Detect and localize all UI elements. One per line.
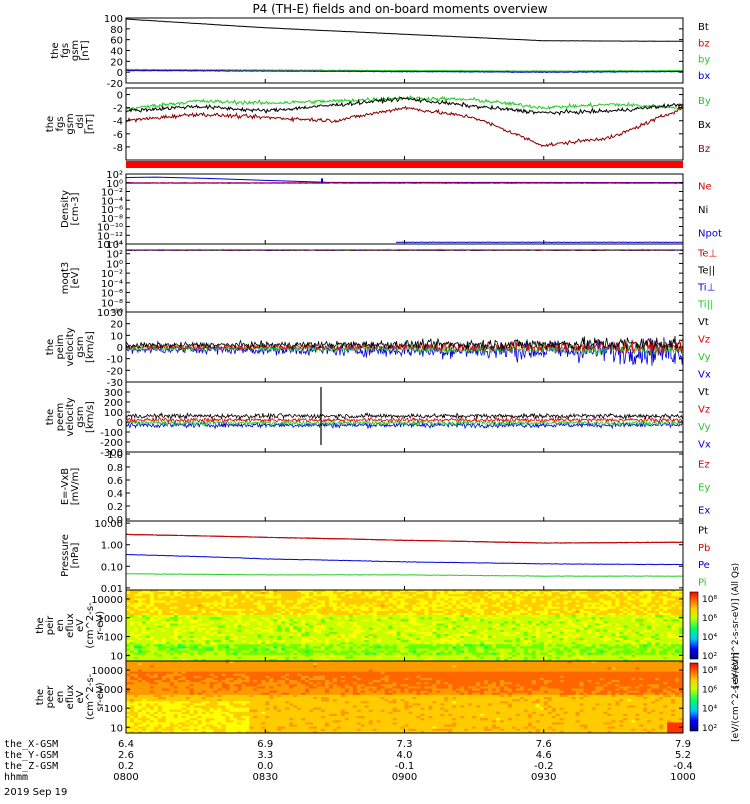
legend-te-label: Te⊥ <box>697 249 717 260</box>
ytick-label: -4 <box>113 117 123 128</box>
ytick-label: 20 <box>110 320 123 331</box>
panel-2-series-line <box>126 183 683 184</box>
legend-ey-label: Ey <box>698 483 710 494</box>
legend-vy-label: Vy <box>698 422 711 433</box>
legend-pt-label: Pt <box>698 526 708 537</box>
ytick-label: 0.8 <box>107 463 123 474</box>
ytick-label: -20 <box>107 79 123 90</box>
ytick-label: 1.00 <box>101 541 123 552</box>
legend-bz-label: Bz <box>698 144 710 155</box>
ytick-label: 0 <box>117 343 123 354</box>
legend-bx-label: bx <box>698 71 710 82</box>
ylabel-line: [mV/m] <box>70 468 81 506</box>
panel-7-series-line <box>126 534 683 543</box>
panel-0-series-line <box>126 19 683 41</box>
panel-6-frame <box>126 452 683 521</box>
panel-7-series-line <box>126 555 683 565</box>
ytick-label: -20 <box>107 366 123 377</box>
ylabel-line: [km/s] <box>85 331 96 363</box>
panel-5-series-line <box>126 413 683 419</box>
ytick-label: 100 <box>104 14 123 25</box>
ytick-label: 80 <box>110 25 123 36</box>
flag-strip <box>126 161 683 168</box>
ylabel-line: [nT] <box>80 40 91 60</box>
ylabel-line: [eV] <box>70 268 81 289</box>
ytick-label: 40 <box>110 47 123 58</box>
legend-pb-label: Pb <box>698 543 710 554</box>
ytick-label: 0.10 <box>101 562 123 573</box>
legend-bx-label: Bx <box>698 120 711 131</box>
panel-2-series-line <box>396 242 683 243</box>
figure-title: P4 (TH-E) fields and on-board moments ov… <box>252 2 547 16</box>
legend-pe-label: Pe <box>698 560 710 571</box>
panel-1-series-line <box>126 98 683 115</box>
legend-ti-label: Ti⊥ <box>697 283 715 294</box>
ytick-label: 10.00 <box>94 519 123 530</box>
legend-by-label: by <box>698 55 710 66</box>
panel-3-ylabel: moqt3[eV] <box>60 262 81 295</box>
legend-vx-label: Vx <box>698 369 711 380</box>
legend-npot-label: Npot <box>698 228 722 239</box>
legend-pi-label: Pi <box>698 577 707 588</box>
ylabel-line: [nPa] <box>70 542 81 568</box>
ylabel-line: [cm-3] <box>70 192 81 225</box>
ylabel-line: [nT] <box>85 114 96 134</box>
ytick-label: 1.0 <box>107 450 123 461</box>
ytick-label: 0 <box>117 91 123 102</box>
legend-ne-label: Ne <box>698 182 712 193</box>
panel-2-series-line <box>126 177 683 182</box>
legend-ex-label: Ex <box>698 506 710 517</box>
legend-bt-label: Bt <box>698 22 709 33</box>
panel-7-ylabel: Pressure[nPa] <box>60 534 81 577</box>
ytick-label: -8 <box>113 143 123 154</box>
ytick-label: 0 <box>117 68 123 79</box>
panel-7-frame <box>126 521 683 590</box>
legend-vy-label: Vy <box>698 352 711 363</box>
ytick-label: -2 <box>113 104 123 115</box>
panel-3-series-line <box>126 249 683 250</box>
panel-2-ylabel: Density[cm-3] <box>60 190 81 228</box>
ytick-label: 0.2 <box>107 502 123 513</box>
legend-bz-label: bz <box>698 38 710 49</box>
legend-vt-label: Vt <box>698 387 709 398</box>
panel-7-series-line <box>126 574 683 577</box>
legend-te-label: Te|| <box>697 266 715 277</box>
panel-0-frame <box>126 18 683 83</box>
ytick-label: 30 <box>110 308 123 319</box>
panel-6-ylabel: E=-VxB[mV/m] <box>60 468 81 506</box>
legend-ti-label: Ti|| <box>697 300 713 311</box>
ytick-label: 0.01 <box>101 584 123 595</box>
panel-3-frame <box>126 244 683 312</box>
ytick-label: -6 <box>113 130 123 141</box>
panel-1-series-line <box>126 107 683 147</box>
legend-ez-label: Ez <box>698 460 710 471</box>
ylabel-line: [km/s] <box>85 401 96 433</box>
ytick-label: 0.4 <box>107 489 123 500</box>
ytick-label: 20 <box>110 57 123 68</box>
legend-vt-label: Vt <box>698 317 709 328</box>
legend-vz-label: Vz <box>698 404 710 415</box>
ytick-label: 60 <box>110 36 123 47</box>
panel-2-frame <box>126 174 683 244</box>
ytick-label: 0.6 <box>107 476 123 487</box>
legend-vx-label: Vx <box>698 439 711 450</box>
legend-by-label: By <box>698 96 711 107</box>
legend-ni-label: Ni <box>698 205 708 216</box>
ytick-label: 10 <box>110 331 123 342</box>
ytick-label: -10 <box>107 355 123 366</box>
legend-vz-label: Vz <box>698 334 710 345</box>
